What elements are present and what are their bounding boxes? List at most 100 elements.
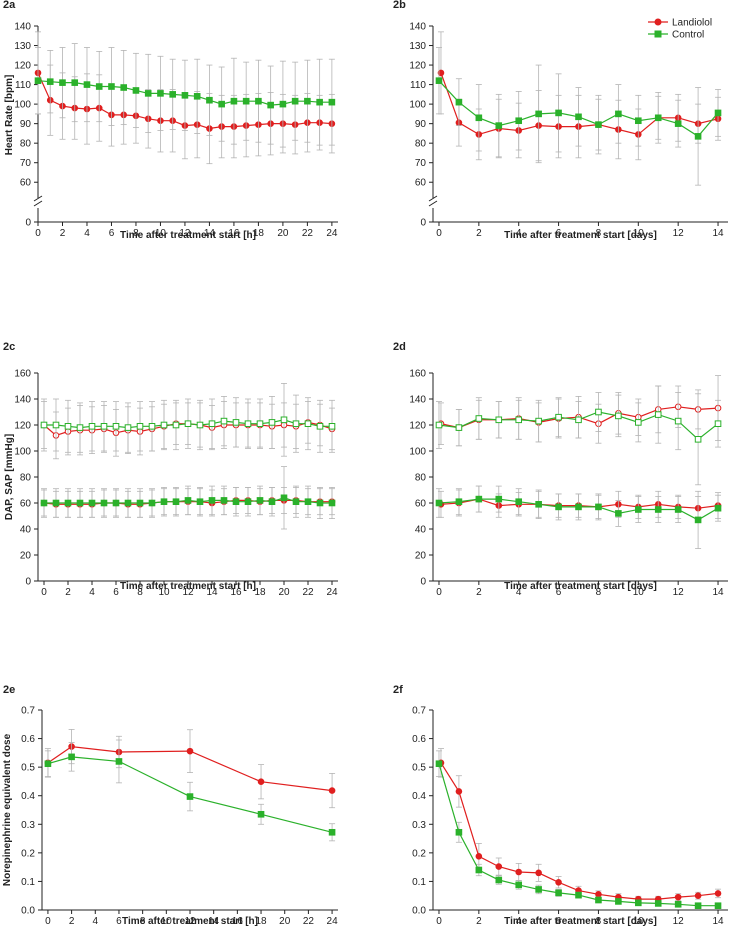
x-tick-label: 24: [326, 228, 338, 239]
data-point: [112, 499, 120, 507]
data-point: [76, 424, 84, 431]
data-point: [435, 760, 443, 768]
data-point: [455, 98, 463, 106]
x-tick-label: 4: [516, 587, 522, 598]
data-point: [455, 828, 463, 836]
y-tick-label: 20: [415, 551, 427, 562]
data-point: [115, 758, 123, 765]
y-tick-label: 140: [409, 395, 426, 406]
data-point: [124, 499, 132, 507]
y-tick-label: 100: [14, 100, 31, 111]
series-landiolol: [437, 748, 722, 903]
panel-label: 2f: [393, 684, 403, 696]
data-point: [475, 495, 483, 503]
series-control: [435, 47, 722, 186]
data-point: [40, 499, 48, 507]
data-point: [328, 423, 336, 430]
x-tick-label: 8: [137, 587, 143, 598]
y-tick-label: 100: [14, 447, 31, 458]
y-tick-label: 140: [14, 395, 31, 406]
data-point: [184, 497, 192, 504]
y-tick-label: 0: [25, 218, 31, 229]
data-point: [124, 424, 132, 431]
x-tick-label: 0: [436, 916, 442, 927]
data-point: [654, 900, 662, 907]
legend: Landiolol Control: [648, 18, 712, 41]
data-point: [88, 423, 96, 430]
data-point: [172, 421, 180, 429]
panel-2d: 2d 0 20 40 60 80 100 120 140 160 0 2 4 6 8 10 12 14 Time a…: [393, 341, 728, 598]
series-control-sap: [40, 382, 336, 457]
x-tick-label: 12: [673, 587, 685, 598]
data-point: [144, 90, 152, 97]
data-point: [220, 497, 228, 504]
data-point: [208, 420, 216, 427]
x-tick-label: 12: [673, 228, 685, 239]
y-tick-label: 60: [20, 178, 32, 189]
data-point: [71, 79, 79, 86]
data-point: [181, 92, 189, 99]
data-point: [595, 896, 602, 904]
data-point: [242, 97, 250, 105]
data-point: [694, 133, 702, 140]
data-point: [244, 498, 252, 505]
x-tick-label: 2: [476, 916, 482, 927]
series-control-dap: [435, 485, 722, 549]
y-tick-label: 140: [409, 22, 426, 33]
x-tick-label: 8: [596, 587, 602, 598]
data-point: [674, 900, 682, 908]
x-tick-label: 18: [253, 228, 265, 239]
x-tick-label: 4: [516, 228, 522, 239]
data-point: [148, 423, 156, 430]
data-point: [292, 420, 300, 427]
data-point: [515, 881, 523, 889]
data-point: [674, 120, 682, 127]
data-point: [694, 516, 702, 524]
legend-landiolol-label: Landiolol: [672, 18, 712, 29]
data-point: [674, 893, 682, 901]
data-point: [535, 417, 542, 425]
data-point: [280, 416, 288, 424]
y-tick-label: 100: [409, 100, 426, 111]
data-point: [218, 100, 225, 108]
data-point: [206, 96, 213, 104]
panel-2e: 2e0.00.10.20.30.40.50.60.70 2 4 6 8 10 12 14 16 1…: [2, 684, 338, 927]
data-point: [292, 498, 300, 505]
y-tick-label: 0.0: [412, 906, 426, 917]
x-axis-title: Time after treatment start [h]: [122, 916, 258, 927]
x-tick-label: 22: [303, 916, 315, 927]
y-tick-label: 110: [15, 80, 31, 91]
x-tick-label: 14: [204, 228, 216, 239]
data-point: [100, 499, 108, 507]
data-point: [694, 892, 702, 900]
x-tick-label: 4: [84, 228, 90, 239]
data-point: [230, 97, 238, 105]
data-point: [694, 436, 702, 443]
data-point: [555, 413, 562, 421]
x-tick-label: 10: [158, 587, 170, 598]
data-point: [196, 498, 204, 505]
data-point: [196, 421, 204, 429]
data-point: [535, 869, 542, 877]
data-point: [615, 412, 622, 420]
data-point: [328, 98, 336, 106]
data-point: [475, 866, 483, 874]
x-tick-label: 4: [516, 916, 522, 927]
x-tick-label: 22: [302, 587, 314, 598]
data-point: [635, 117, 642, 125]
data-point: [279, 100, 287, 108]
x-tick-label: 0: [35, 228, 41, 239]
data-point: [316, 499, 324, 507]
data-point: [34, 77, 42, 84]
y-tick-label: 0.6: [412, 734, 426, 745]
data-point: [515, 498, 523, 505]
x-tick-label: 2: [476, 587, 482, 598]
data-point: [64, 499, 72, 507]
y-tick-label: 100: [409, 447, 426, 458]
y-tick-label: 0.2: [412, 848, 426, 859]
y-axis-title: DAP, SAP [mmHg]: [4, 434, 15, 520]
x-tick-label: 12: [182, 587, 194, 598]
x-axis-title: Time after treatment start [days]: [504, 581, 657, 592]
data-point: [615, 898, 622, 905]
